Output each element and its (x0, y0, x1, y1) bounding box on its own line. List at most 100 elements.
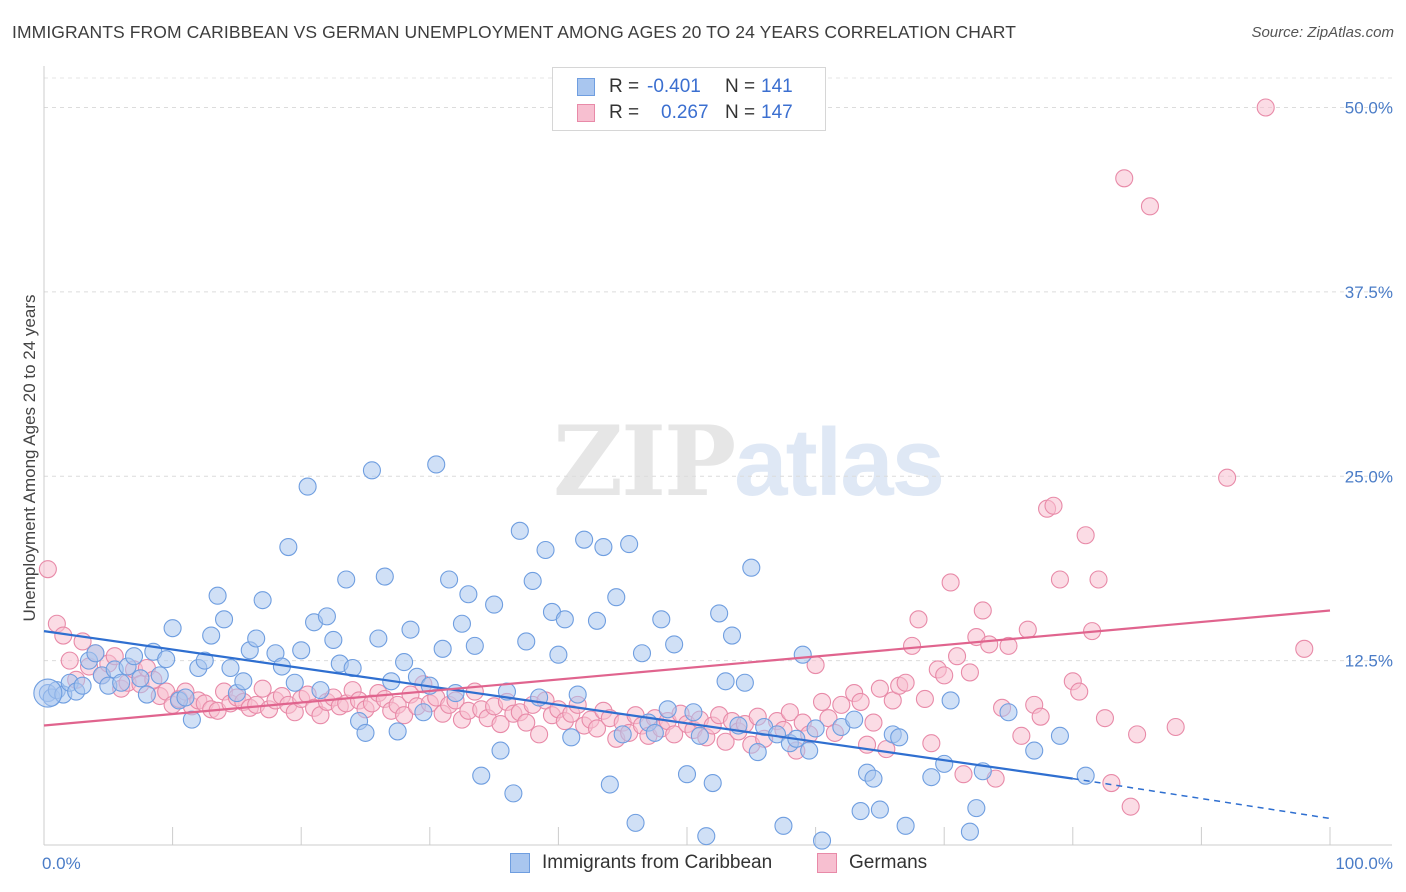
series-caribbean (33, 455, 1095, 850)
chart-title: IMMIGRANTS FROM CARIBBEAN VS GERMAN UNEM… (12, 22, 1016, 42)
point-caribbean (562, 728, 581, 747)
point-caribbean (967, 799, 986, 818)
point-caribbean (922, 768, 941, 787)
point-caribbean (735, 673, 754, 692)
point-germans (1044, 496, 1063, 515)
point-caribbean (684, 703, 703, 722)
point-caribbean (234, 672, 253, 691)
point-germans (1089, 570, 1108, 589)
legend-n-label: N = (725, 76, 756, 97)
point-caribbean (182, 710, 201, 729)
point-caribbean (356, 723, 375, 742)
point-germans (530, 725, 549, 744)
point-caribbean (504, 784, 523, 803)
point-caribbean (632, 644, 652, 663)
point-germans (960, 663, 979, 682)
bottom-legend-label: Immigrants from Caribbean (542, 852, 773, 873)
point-caribbean (941, 691, 960, 710)
legend-r-label: R = (609, 76, 640, 97)
point-caribbean (536, 540, 555, 560)
point-germans (1218, 468, 1237, 487)
point-caribbean (465, 636, 484, 655)
point-caribbean (459, 585, 478, 604)
point-germans (896, 673, 915, 692)
point-caribbean (221, 658, 240, 678)
point-caribbean (86, 644, 105, 663)
point-germans (851, 692, 870, 711)
point-germans (935, 666, 954, 685)
point-germans (665, 725, 684, 744)
point-caribbean (214, 610, 234, 629)
point-germans (587, 719, 607, 738)
point-germans (1012, 726, 1031, 745)
point-caribbean (124, 647, 144, 666)
point-germans (1031, 707, 1050, 726)
point-germans (716, 732, 735, 751)
point-caribbean (594, 537, 613, 557)
watermark-zip: ZIP (553, 405, 736, 518)
y-tick-label: 12.5% (1345, 652, 1393, 671)
y-tick-label: 37.5% (1345, 283, 1393, 302)
point-caribbean (1076, 766, 1095, 785)
point-caribbean (555, 610, 574, 629)
point-caribbean (748, 743, 767, 762)
point-caribbean (523, 571, 542, 591)
point-caribbean (472, 766, 491, 785)
point-caribbean (163, 619, 182, 638)
source-label: Source: ZipAtlas.com (1251, 24, 1394, 41)
point-germans (902, 636, 922, 655)
point-caribbean (491, 741, 510, 760)
legend-r-value: 0.267 (661, 102, 709, 123)
point-caribbean (279, 537, 298, 557)
bottom-legend-label: Germans (849, 852, 928, 873)
point-caribbean (613, 725, 632, 744)
point-caribbean (401, 620, 420, 639)
point-caribbean (607, 588, 626, 607)
point-caribbean (1050, 726, 1069, 745)
point-caribbean (414, 703, 433, 722)
legend-r-value: -0.401 (647, 76, 701, 97)
point-germans (1115, 169, 1134, 188)
point-caribbean (73, 676, 92, 695)
point-caribbean (517, 632, 536, 651)
point-caribbean (800, 741, 819, 760)
y-axis-label: Unemployment Among Ages 20 to 24 years (20, 295, 39, 622)
point-caribbean (812, 831, 832, 850)
point-germans (1102, 773, 1121, 793)
legend-row-caribbean: R = -0.401 N = 141 (577, 75, 793, 99)
point-germans (1140, 197, 1160, 216)
point-caribbean (896, 816, 915, 835)
legend-swatch-caribbean (577, 78, 595, 96)
point-caribbean (112, 673, 131, 692)
point-germans (832, 695, 851, 714)
point-caribbean (369, 629, 388, 648)
point-germans (864, 713, 883, 732)
point-germans (870, 679, 889, 698)
point-caribbean (298, 477, 317, 496)
point-germans (973, 601, 992, 620)
point-caribbean (960, 822, 979, 841)
point-germans (1076, 526, 1095, 545)
point-caribbean (317, 607, 336, 626)
point-germans (1050, 570, 1069, 589)
bottom-legend-swatch-germans (817, 853, 837, 873)
point-caribbean (176, 688, 195, 707)
point-caribbean (890, 728, 909, 747)
point-caribbean (549, 645, 568, 664)
legend-n-label: N = (725, 102, 756, 123)
point-caribbean (292, 641, 311, 660)
point-caribbean (652, 610, 671, 629)
point-germans (909, 610, 928, 629)
point-germans (999, 636, 1018, 655)
point-germans (1121, 797, 1140, 816)
point-germans (253, 679, 272, 698)
trend-lines (43, 609, 1331, 820)
point-germans (38, 560, 57, 579)
point-caribbean (375, 567, 394, 586)
point-caribbean (247, 629, 266, 648)
point-germans (1256, 98, 1275, 117)
point-caribbean (845, 710, 864, 729)
point-germans (1070, 682, 1089, 701)
watermark: ZIPatlas (553, 405, 945, 518)
point-germans (948, 647, 967, 666)
